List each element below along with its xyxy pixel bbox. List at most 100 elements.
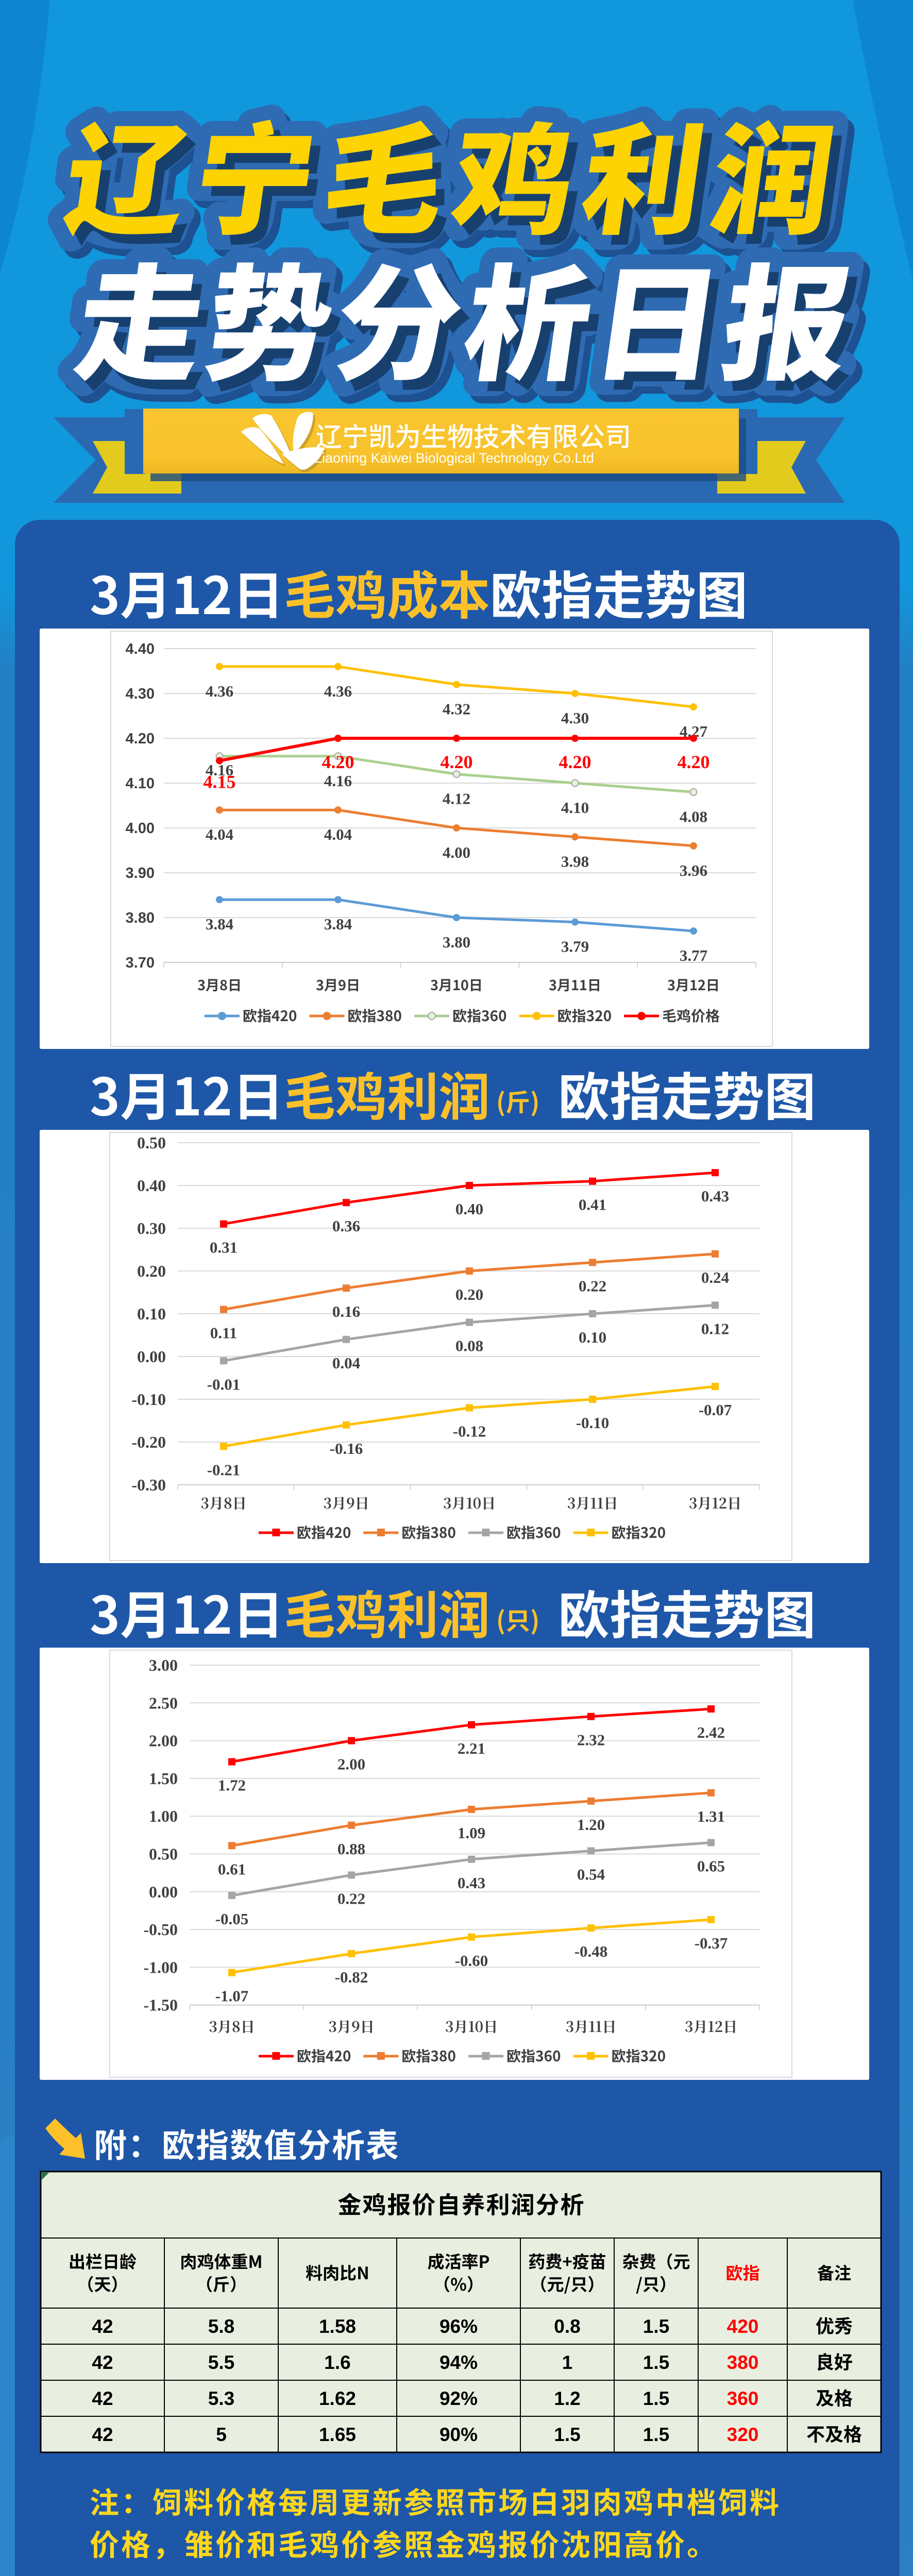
- svg-text:1.6: 1.6: [324, 2352, 350, 2373]
- svg-text:1.72: 1.72: [218, 1776, 246, 1794]
- svg-text:-0.10: -0.10: [131, 1390, 166, 1409]
- svg-text:0.31: 0.31: [210, 1239, 238, 1257]
- svg-text:0.00: 0.00: [149, 1883, 178, 1901]
- svg-text:-0.21: -0.21: [207, 1461, 241, 1479]
- svg-text:2.00: 2.00: [337, 1755, 365, 1773]
- svg-text:92%: 92%: [439, 2388, 478, 2409]
- svg-text:-1.07: -1.07: [215, 1987, 249, 2005]
- svg-text:4.20: 4.20: [322, 752, 354, 772]
- svg-text:-0.12: -0.12: [453, 1422, 486, 1440]
- svg-text:-1.00: -1.00: [143, 1958, 178, 1976]
- svg-text:2.32: 2.32: [577, 1731, 605, 1749]
- svg-text:4.08: 4.08: [680, 807, 707, 825]
- svg-text:-1.50: -1.50: [143, 1996, 178, 2014]
- svg-text:4.00: 4.00: [126, 820, 155, 837]
- svg-text:3.96: 3.96: [680, 861, 707, 879]
- svg-text:1.20: 1.20: [577, 1816, 605, 1834]
- svg-text:-0.60: -0.60: [455, 1952, 488, 1970]
- svg-text:4.10: 4.10: [126, 775, 155, 792]
- svg-text:-0.01: -0.01: [207, 1375, 241, 1393]
- svg-text:4.36: 4.36: [324, 682, 352, 700]
- svg-text:1.5: 1.5: [554, 2424, 580, 2445]
- svg-text:0.50: 0.50: [149, 1845, 178, 1863]
- svg-text:380: 380: [727, 2352, 759, 2373]
- svg-text:-0.07: -0.07: [699, 1401, 732, 1419]
- svg-text:3.80: 3.80: [126, 910, 155, 926]
- svg-text:-0.10: -0.10: [576, 1414, 610, 1432]
- svg-text:0.10: 0.10: [579, 1328, 606, 1346]
- svg-text:4.36: 4.36: [206, 682, 233, 700]
- svg-text:0.61: 0.61: [218, 1860, 246, 1878]
- svg-text:4.32: 4.32: [443, 700, 470, 718]
- svg-text:1.5: 1.5: [643, 2352, 669, 2373]
- svg-text:0.43: 0.43: [701, 1187, 729, 1205]
- svg-text:0.36: 0.36: [332, 1217, 360, 1235]
- svg-text:2.50: 2.50: [149, 1693, 178, 1712]
- svg-text:4.16: 4.16: [324, 772, 352, 790]
- svg-text:5.3: 5.3: [208, 2388, 234, 2409]
- svg-text:0.10: 0.10: [137, 1304, 166, 1323]
- svg-text:1.50: 1.50: [149, 1769, 178, 1788]
- svg-text:4.15: 4.15: [204, 772, 236, 792]
- svg-text:0.04: 0.04: [332, 1354, 360, 1372]
- svg-text:0.20: 0.20: [455, 1285, 483, 1303]
- svg-text:0.16: 0.16: [332, 1302, 360, 1320]
- svg-text:1.2: 1.2: [554, 2388, 580, 2409]
- svg-text:4.20: 4.20: [559, 752, 591, 772]
- svg-text:2.00: 2.00: [149, 1732, 178, 1750]
- svg-text:4.20: 4.20: [678, 752, 710, 772]
- svg-text:0.40: 0.40: [137, 1176, 166, 1195]
- svg-text:0.88: 0.88: [337, 1840, 365, 1858]
- svg-text:4.00: 4.00: [443, 843, 470, 861]
- svg-text:2.21: 2.21: [458, 1739, 485, 1757]
- svg-text:0.54: 0.54: [577, 1866, 605, 1884]
- svg-text:-0.20: -0.20: [131, 1433, 166, 1451]
- svg-text:0.50: 0.50: [137, 1133, 166, 1152]
- svg-text:0.65: 0.65: [697, 1857, 725, 1875]
- svg-text:1.62: 1.62: [319, 2388, 356, 2409]
- svg-text:0.41: 0.41: [579, 1196, 606, 1214]
- svg-text:4.40: 4.40: [126, 641, 155, 657]
- svg-text:4.10: 4.10: [561, 799, 589, 817]
- svg-text:4.20: 4.20: [126, 731, 155, 747]
- svg-text:4.30: 4.30: [126, 686, 155, 702]
- svg-text:0.40: 0.40: [455, 1200, 483, 1218]
- svg-text:0.30: 0.30: [137, 1219, 166, 1238]
- svg-text:3.84: 3.84: [206, 915, 233, 933]
- svg-text:42: 42: [92, 2316, 113, 2337]
- svg-text:3.00: 3.00: [149, 1656, 178, 1674]
- svg-text:4.04: 4.04: [206, 825, 233, 843]
- svg-text:0.22: 0.22: [579, 1277, 606, 1295]
- svg-text:320: 320: [727, 2424, 759, 2445]
- svg-text:-0.48: -0.48: [574, 1942, 608, 1960]
- svg-text:360: 360: [727, 2388, 759, 2409]
- svg-text:5.5: 5.5: [208, 2352, 234, 2373]
- svg-text:-0.37: -0.37: [695, 1934, 728, 1952]
- svg-text:-0.82: -0.82: [335, 1968, 368, 1986]
- svg-text:1.5: 1.5: [643, 2424, 669, 2445]
- svg-text:1.5: 1.5: [643, 2388, 669, 2409]
- svg-text:0.08: 0.08: [455, 1337, 483, 1355]
- svg-text:4.12: 4.12: [443, 790, 470, 808]
- svg-text:0.8: 0.8: [554, 2316, 580, 2337]
- svg-text:-0.16: -0.16: [330, 1439, 363, 1458]
- svg-text:4.20: 4.20: [441, 752, 473, 772]
- svg-text:3.70: 3.70: [126, 955, 155, 971]
- svg-text:0.20: 0.20: [137, 1262, 166, 1280]
- svg-text:3.79: 3.79: [561, 938, 589, 956]
- svg-text:-0.50: -0.50: [143, 1920, 178, 1939]
- svg-text:0.22: 0.22: [337, 1890, 365, 1908]
- svg-text:0.00: 0.00: [137, 1347, 166, 1366]
- svg-text:2.42: 2.42: [697, 1723, 725, 1741]
- svg-text:42: 42: [92, 2352, 113, 2373]
- svg-text:1: 1: [562, 2352, 573, 2373]
- svg-text:-0.30: -0.30: [131, 1476, 166, 1494]
- svg-text:3.80: 3.80: [443, 933, 470, 951]
- svg-text:90%: 90%: [439, 2424, 478, 2445]
- svg-text:0.11: 0.11: [210, 1324, 238, 1342]
- svg-text:94%: 94%: [439, 2352, 478, 2373]
- svg-text:42: 42: [92, 2388, 113, 2409]
- svg-text:3.84: 3.84: [324, 915, 352, 933]
- svg-text:4.04: 4.04: [324, 825, 352, 843]
- svg-text:1.58: 1.58: [319, 2316, 356, 2337]
